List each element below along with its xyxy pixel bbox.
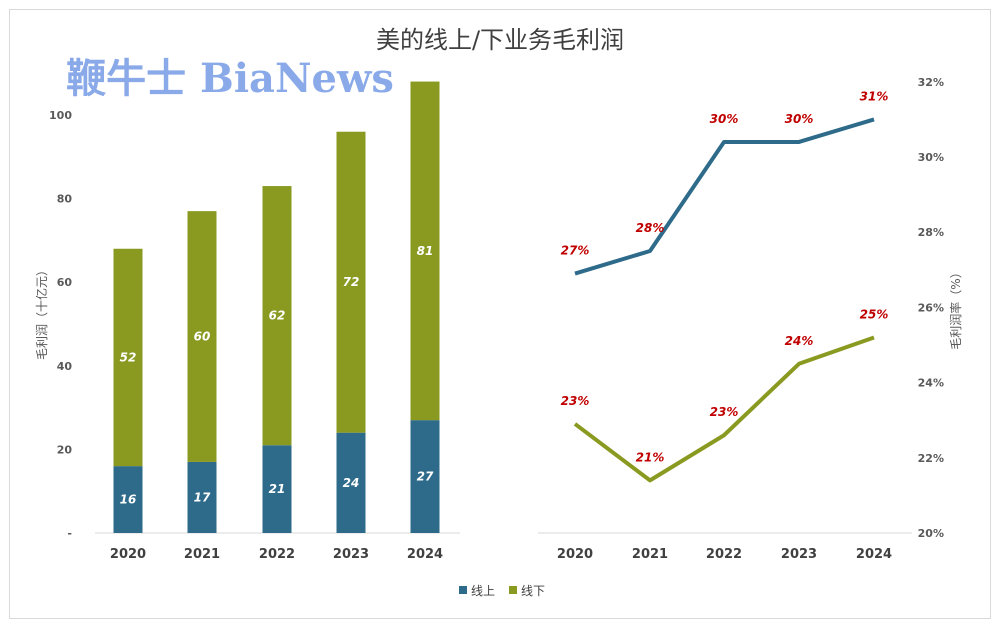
right-x-tick: 2023 — [781, 547, 817, 562]
legend: 线上 线下 — [459, 584, 545, 598]
bar-data-label: 21 — [269, 482, 286, 496]
left-x-tick: 2022 — [259, 547, 295, 562]
bar-online — [410, 420, 440, 533]
line-online — [574, 117, 875, 276]
right-x-tick: 2021 — [632, 547, 668, 562]
bar-data-label: 52 — [120, 350, 137, 364]
right-y-tick: 30% — [918, 151, 944, 164]
chart-frame — [9, 9, 991, 619]
right-y-tick: 32% — [918, 76, 944, 89]
bar-online — [262, 445, 292, 533]
left-y-tick: - — [67, 527, 72, 540]
bar-offline — [410, 81, 440, 421]
legend-swatch-offline — [509, 586, 517, 594]
right-y-tick: 28% — [918, 226, 944, 239]
line-data-label: 31% — [860, 89, 889, 103]
bar-online — [336, 432, 366, 533]
left-y-tick: 20 — [57, 443, 73, 456]
bar-data-label: 16 — [120, 493, 137, 507]
left-x-tick: 2021 — [184, 547, 220, 562]
right-y-tick: 22% — [918, 452, 944, 465]
right-x-tick: 2024 — [856, 547, 892, 562]
left-x-tick: 2020 — [110, 547, 146, 562]
right-y-tick: 24% — [918, 377, 944, 390]
left-y-tick: 100 — [49, 109, 72, 122]
legend-swatch-online — [459, 586, 467, 594]
watermark: 鞭牛士 BiaNews — [66, 55, 394, 102]
bar-offline — [113, 248, 143, 467]
bar-offline — [262, 186, 292, 446]
right-y-tick: 26% — [918, 301, 944, 314]
bar-online — [113, 466, 143, 533]
legend-label-offline: 线下 — [521, 584, 545, 598]
bar-data-label: 62 — [269, 309, 286, 323]
legend-label-online: 线上 — [471, 584, 495, 598]
line-data-label: 28% — [636, 221, 665, 235]
line-data-label: 23% — [561, 394, 590, 408]
line-data-label: 21% — [636, 450, 665, 464]
bar-offline — [187, 211, 217, 462]
left-y-tick: 60 — [57, 276, 73, 289]
line-data-label: 23% — [710, 405, 739, 419]
chart-title: 美的线上/下业务毛利润 — [376, 26, 624, 54]
bar-online — [187, 461, 217, 533]
bar-data-label: 60 — [194, 330, 211, 344]
line-data-label: 24% — [785, 334, 814, 348]
line-data-label: 27% — [561, 244, 590, 258]
left-y-tick: 80 — [57, 193, 73, 206]
bar-data-label: 17 — [194, 490, 211, 504]
left-y-axis-label: 毛利润（十亿元） — [34, 264, 49, 360]
right-y-axis-label: 毛利润率（%） — [948, 266, 963, 349]
left-y-tick: 40 — [57, 360, 73, 373]
bar-offline — [336, 131, 366, 433]
right-x-tick: 2022 — [706, 547, 742, 562]
line-data-label: 30% — [785, 112, 814, 126]
right-y-tick: 20% — [918, 527, 944, 540]
right-x-tick: 2020 — [557, 547, 593, 562]
left-x-tick: 2024 — [407, 547, 443, 562]
line-data-label: 30% — [710, 112, 739, 126]
bar-data-label: 81 — [417, 244, 434, 258]
line-data-label: 25% — [860, 307, 889, 321]
bar-data-label: 24 — [343, 476, 360, 490]
line-offline — [573, 335, 875, 483]
bar-data-label: 27 — [417, 470, 434, 484]
bar-data-label: 72 — [343, 275, 360, 289]
left-x-tick: 2023 — [333, 547, 369, 562]
